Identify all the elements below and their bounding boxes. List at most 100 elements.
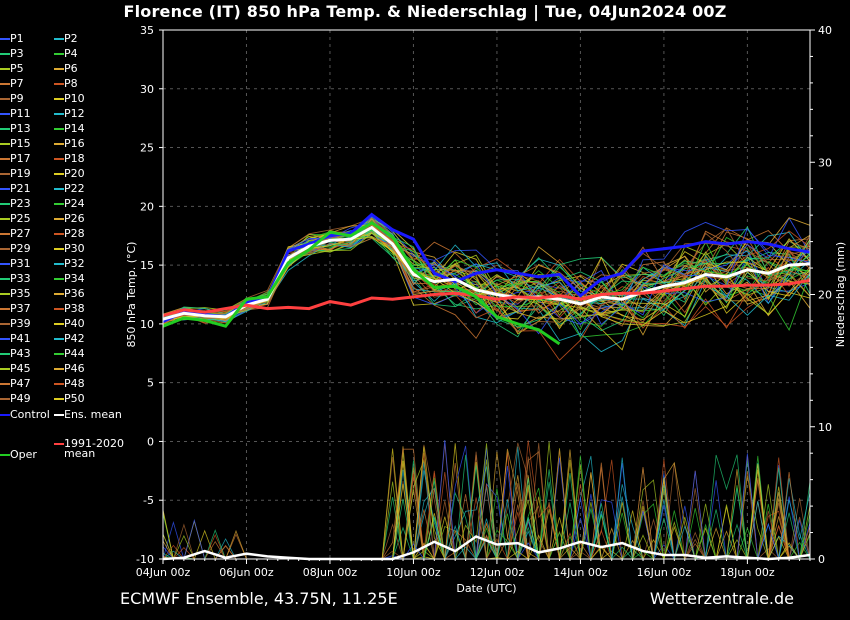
footer-model-info: ECMWF Ensemble, 43.75N, 11.25E: [120, 589, 398, 608]
legend-item-ens-mean-swatch: [54, 414, 64, 416]
legend-item-p28: P28: [64, 227, 85, 240]
x-tick-label: 08Jun 00z: [303, 566, 358, 579]
axes: -10 -5 0 5 10 15 20 25 30 35 0 10 20 30 40 04Jun 00z 06J…: [125, 24, 847, 595]
legend-item-p46: P46: [64, 362, 85, 375]
legend-item-p16: P16: [64, 137, 85, 150]
legend-item-p41: P41: [10, 332, 31, 345]
y-tick-label: 30: [140, 83, 154, 96]
legend-item-p26-swatch: [54, 218, 64, 220]
legend-item-p23-swatch: [0, 203, 10, 205]
legend-item-p4: P4: [64, 47, 78, 60]
legend-item-climate-mean: 1991-2020: [64, 437, 124, 450]
legend-item-p44-swatch: [54, 353, 64, 355]
legend-item-p27: P27: [10, 227, 31, 240]
x-tick-label: 18Jun 00z: [720, 566, 775, 579]
legend-item-p37: P37: [10, 302, 31, 315]
legend-item-p38: P38: [64, 302, 85, 315]
legend-item-p48: P48: [64, 377, 85, 390]
legend-item-p46-swatch: [54, 368, 64, 370]
legend-item-p24: P24: [64, 197, 85, 210]
legend-item-p40-swatch: [54, 323, 64, 325]
chart-title: Florence (IT) 850 hPa Temp. & Niederschl…: [123, 2, 727, 21]
legend-item-p38-swatch: [54, 308, 64, 310]
legend-item-p39-swatch: [0, 323, 10, 325]
legend-item-control-swatch: [0, 414, 10, 416]
legend-item-p31: P31: [10, 257, 31, 270]
legend-item-p34: P34: [64, 272, 85, 285]
x-tick-label: 10Jun 00z: [386, 566, 441, 579]
legend-item-p44: P44: [64, 347, 85, 360]
x-axis-label: Date (UTC): [456, 582, 516, 595]
legend-item-p36-swatch: [54, 293, 64, 295]
legend-item-p7-swatch: [0, 83, 10, 85]
legend-item-p40: P40: [64, 317, 85, 330]
legend-item-p10: P10: [64, 92, 85, 105]
x-tick-label: 14Jun 00z: [553, 566, 608, 579]
legend-item-p8: P8: [64, 77, 78, 90]
legend-item-p14: P14: [64, 122, 85, 135]
legend-item-p47-swatch: [0, 383, 10, 385]
legend-item-p37-swatch: [0, 308, 10, 310]
y-tick-label: -5: [143, 494, 154, 507]
legend-item-p12-swatch: [54, 113, 64, 115]
legend-item-p4-swatch: [54, 53, 64, 55]
y2-tick-label: 40: [818, 24, 832, 37]
legend-item-climate-mean-line2: mean: [64, 447, 96, 460]
legend-item-p29-swatch: [0, 248, 10, 250]
legend-item-p19: P19: [10, 167, 31, 180]
legend-item-p32-swatch: [54, 263, 64, 265]
legend-item-p22: P22: [64, 182, 85, 195]
y-axis-label: 850 hPa Temp. (°C): [125, 242, 138, 348]
legend-item-p20-swatch: [54, 173, 64, 175]
legend-item-p5-swatch: [0, 68, 10, 70]
legend-item-p16-swatch: [54, 143, 64, 145]
legend-item-p28-swatch: [54, 233, 64, 235]
legend-item-p3: P3: [10, 47, 24, 60]
legend-item-oper: Oper: [10, 448, 37, 461]
legend-item-p2: P2: [64, 32, 78, 45]
legend-item-p1: P1: [10, 32, 24, 45]
legend-item-p13: P13: [10, 122, 31, 135]
legend-item-p35-swatch: [0, 293, 10, 295]
legend-item-p35: P35: [10, 287, 31, 300]
legend-item-p17: P17: [10, 152, 31, 165]
legend-item-p50: P50: [64, 392, 85, 405]
legend-item-p17-swatch: [0, 158, 10, 160]
legend-item-p42: P42: [64, 332, 85, 345]
legend-item-control: Control: [10, 408, 50, 421]
legend-item-p3-swatch: [0, 53, 10, 55]
legend-item-p18-swatch: [54, 158, 64, 160]
y2-axis-label: Niederschlag (mm): [834, 242, 847, 347]
legend-item-p14-swatch: [54, 128, 64, 130]
precip-lines: [162, 439, 811, 561]
y2-tick-label: 10: [818, 421, 832, 434]
y-tick-label: 5: [147, 377, 154, 390]
legend-item-p27-swatch: [0, 233, 10, 235]
legend-item-p32: P32: [64, 257, 85, 270]
legend-item-p45-swatch: [0, 368, 10, 370]
y2-tick-label: 0: [818, 553, 825, 566]
legend-item-ens-mean: Ens. mean: [64, 408, 122, 421]
precip-line-p25: [163, 459, 810, 560]
legend-item-p49-swatch: [0, 398, 10, 400]
legend-item-p24-swatch: [54, 203, 64, 205]
x-tick-label: 04Jun 00z: [136, 566, 191, 579]
legend-item-p15: P15: [10, 137, 31, 150]
y-tick-label: 10: [140, 318, 154, 331]
legend-item-p18: P18: [64, 152, 85, 165]
legend-item-p8-swatch: [54, 83, 64, 85]
special-lines: [162, 212, 811, 346]
legend-item-p39: P39: [10, 317, 31, 330]
oper-line: [162, 221, 561, 346]
precip-line-p23: [163, 467, 811, 560]
legend-item-p25-swatch: [0, 218, 10, 220]
legend-item-p21: P21: [10, 182, 31, 195]
legend-item-p29: P29: [10, 242, 31, 255]
legend-item-p33: P33: [10, 272, 31, 285]
legend-item-p7: P7: [10, 77, 24, 90]
legend-item-p26: P26: [64, 212, 85, 225]
legend-item-p30-swatch: [54, 248, 64, 250]
x-tick-label: 16Jun 00z: [637, 566, 692, 579]
precip-line-p43: [162, 465, 810, 560]
legend-item-p36: P36: [64, 287, 85, 300]
